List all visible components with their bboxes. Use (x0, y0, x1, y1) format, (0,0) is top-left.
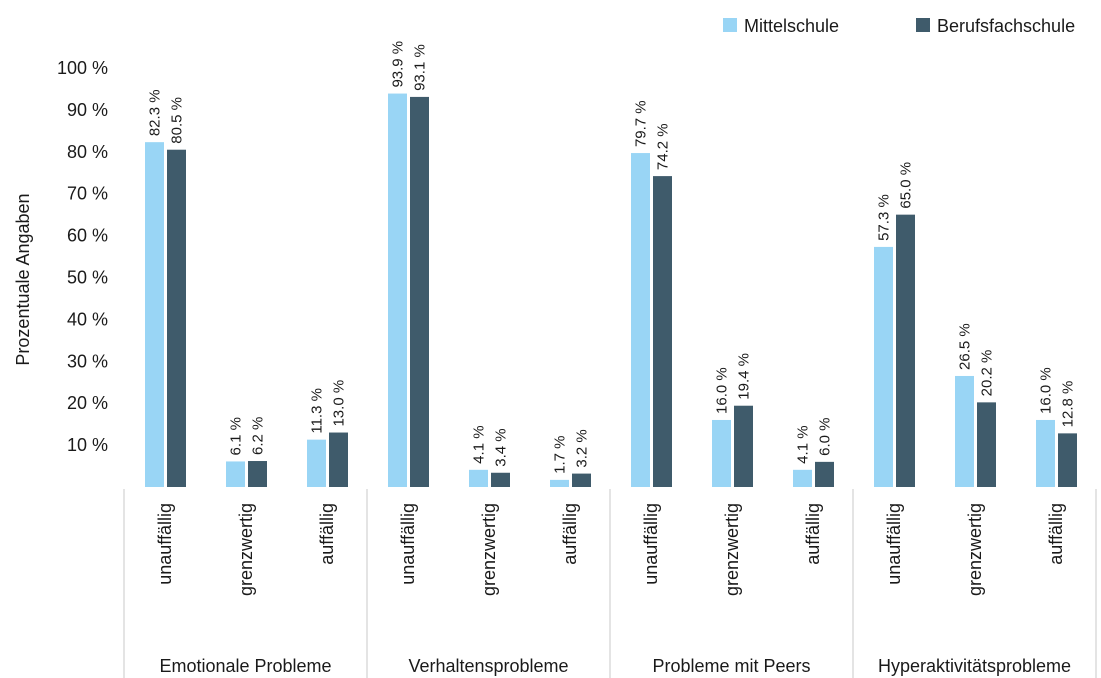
bar-mittelschule (955, 375, 974, 487)
y-tick-label: 40 % (67, 309, 108, 329)
bar-mittelschule (550, 479, 569, 487)
group-label: Verhaltensprobleme (408, 656, 568, 676)
y-tick-label: 100 % (57, 58, 108, 78)
x-axis: unauffällig grenzwertig auffällig Emotional… (123, 489, 1097, 678)
data-label: 3.2 % (574, 429, 591, 467)
category-label: auffällig (560, 503, 580, 565)
bar-berufsfachschule (167, 149, 186, 487)
bar-mittelschule (145, 142, 164, 487)
bar-mittelschule (712, 419, 731, 487)
bar-berufsfachschule (329, 432, 348, 487)
bar-mittelschule (226, 461, 245, 487)
value-labels: 82.3 % 80.5 % 6.1 % 6.2 % 11.3 % 13.0 % 93.9 %… (147, 41, 1077, 474)
bar-mittelschule (793, 469, 812, 487)
legend-label-2: Berufsfachschule (937, 16, 1075, 36)
category-label: unauffällig (155, 503, 175, 585)
bar-berufsfachschule (248, 461, 267, 487)
group-label: Hyperaktivitätsprobleme (878, 656, 1071, 676)
bar-mittelschule (874, 246, 893, 487)
y-tick-label: 70 % (67, 184, 108, 204)
category-label: auffällig (1046, 503, 1066, 565)
data-label: 12.8 % (1060, 381, 1077, 428)
bar-berufsfachschule (1058, 433, 1077, 487)
data-label: 93.1 % (412, 44, 429, 91)
bar-berufsfachschule (653, 176, 672, 488)
group-label: Probleme mit Peers (652, 656, 810, 676)
y-tick-label: 60 % (67, 226, 108, 246)
category-label: auffällig (803, 503, 823, 565)
data-label: 11.3 % (309, 388, 326, 434)
bar-mittelschule (469, 469, 488, 487)
data-label: 79.7 % (633, 100, 650, 147)
group-label: Emotionale Probleme (159, 656, 331, 676)
bar-mittelschule (388, 93, 407, 488)
data-label: 26.5 % (957, 323, 974, 370)
bar-mittelschule (307, 439, 326, 487)
y-axis-title: Prozentuale Angaben (13, 193, 33, 365)
y-tick-label: 10 % (67, 435, 108, 455)
category-label: grenzwertig (479, 503, 499, 596)
data-label: 6.2 % (250, 417, 267, 455)
bar-mittelschule (631, 153, 650, 487)
legend-label-1: Mittelschule (744, 16, 839, 36)
data-label: 16.0 % (1038, 367, 1055, 414)
y-tick-label: 50 % (67, 268, 108, 288)
data-label: 13.0 % (331, 380, 348, 427)
data-label: 3.4 % (493, 428, 510, 466)
bar-berufsfachschule (491, 472, 510, 487)
y-axis: 10 % 20 % 30 % 40 % 50 % 60 % 70 % 80 % 90 % 100 … (13, 58, 108, 455)
data-label: 19.4 % (736, 353, 753, 400)
data-label: 16.0 % (714, 367, 731, 414)
category-label: grenzwertig (722, 503, 742, 596)
bar-berufsfachschule (734, 405, 753, 487)
bars (145, 93, 1077, 488)
data-label: 4.1 % (471, 425, 488, 463)
bar-berufsfachschule (815, 461, 834, 487)
category-label: unauffällig (641, 503, 661, 585)
data-label: 1.7 % (552, 436, 569, 474)
legend-swatch-2 (916, 18, 930, 32)
y-tick-label: 80 % (67, 142, 108, 162)
bar-mittelschule (1036, 419, 1055, 487)
data-label: 82.3 % (147, 89, 164, 136)
category-label: grenzwertig (965, 503, 985, 596)
bar-berufsfachschule (572, 473, 591, 487)
category-label: auffällig (317, 503, 337, 565)
legend: Mittelschule Berufsfachschule (723, 16, 1075, 36)
data-label: 20.2 % (979, 350, 996, 397)
data-label: 6.0 % (817, 418, 834, 456)
legend-swatch-1 (723, 18, 737, 32)
category-label: grenzwertig (236, 503, 256, 596)
data-label: 65.0 % (898, 162, 915, 209)
data-label: 74.2 % (655, 123, 672, 170)
data-label: 4.1 % (795, 425, 812, 463)
bar-berufsfachschule (410, 96, 429, 487)
y-tick-label: 30 % (67, 351, 108, 371)
data-label: 93.9 % (390, 41, 407, 88)
data-label: 80.5 % (169, 97, 186, 144)
y-tick-label: 90 % (67, 100, 108, 120)
data-label: 6.1 % (228, 417, 245, 455)
bar-berufsfachschule (896, 214, 915, 487)
category-label: unauffällig (398, 503, 418, 585)
category-label: unauffällig (884, 503, 904, 585)
bar-berufsfachschule (977, 402, 996, 487)
y-tick-label: 20 % (67, 393, 108, 413)
data-label: 57.3 % (876, 194, 893, 241)
